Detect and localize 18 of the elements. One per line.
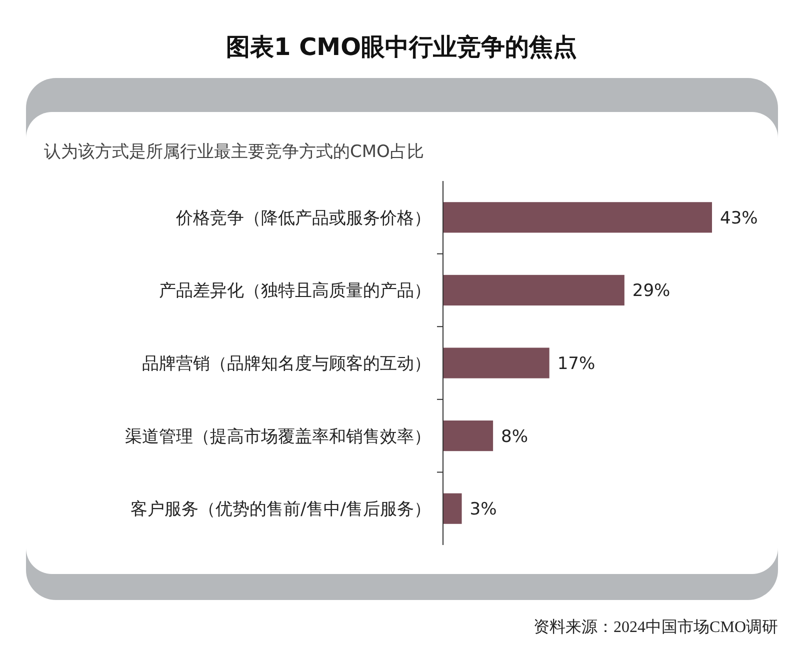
y-tick-label: 品牌营销（品牌知名度与顾客的互动） (142, 354, 431, 374)
bar (443, 420, 494, 452)
data-label: 29% (632, 281, 670, 302)
data-label: 8% (501, 426, 528, 447)
bar (443, 274, 624, 306)
y-tick-label: 产品差异化（独特且高质量的产品） (159, 281, 431, 302)
text: 认为该方式是所属行业最主要竞争方式的CMO占比 (44, 142, 424, 162)
chart-title: 图表1 CMO眼中行业竞争的焦点 (226, 33, 577, 61)
y-tick-label: 渠道管理（提高市场覆盖率和销售效率） (125, 426, 431, 447)
text: 资料来源：2024中国市场CMO调研 (534, 618, 778, 636)
bar (443, 348, 550, 378)
bar (443, 493, 462, 524)
data-label: 43% (720, 208, 758, 228)
y-tick-label: 客户服务（优势的售前/售中/售后服务） (130, 500, 431, 520)
bar (443, 202, 712, 233)
data-label: 3% (470, 500, 497, 520)
y-tick-label: 价格竞争（降低产品或服务价格） (175, 208, 431, 228)
data-label: 17% (557, 354, 596, 374)
